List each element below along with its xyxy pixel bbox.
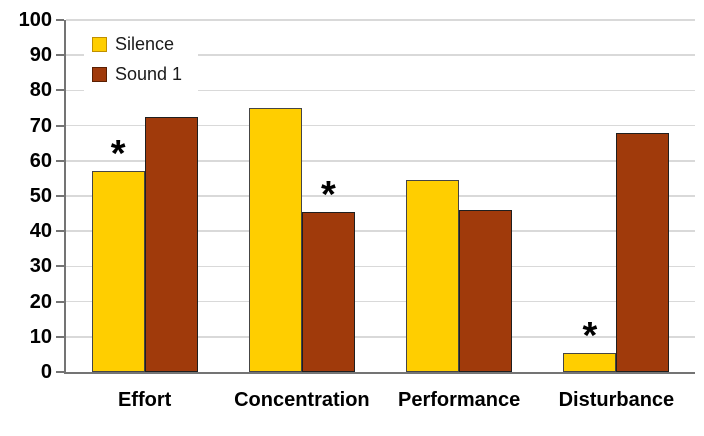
bar-sound-1-concentration bbox=[301, 211, 355, 372]
y-axis-label-100: 100 bbox=[18, 9, 52, 31]
legend-label-silence: Silence bbox=[115, 34, 175, 54]
plot-area: Silence Sound 1 0 10 20 30 40 50 60 70 80 90 100 Ef… bbox=[19, 10, 695, 410]
y-axis-label-0: 0 bbox=[40, 361, 52, 383]
gridline-10 bbox=[66, 336, 695, 338]
legend-item-silence: Silence bbox=[92, 29, 182, 59]
gridline-90 bbox=[66, 54, 695, 56]
y-axis-tick-60 bbox=[56, 159, 64, 162]
significance-asterisk-concentration: * bbox=[320, 173, 336, 216]
legend: Silence Sound 1 bbox=[84, 24, 199, 94]
gridline-70 bbox=[66, 124, 695, 127]
y-axis-label-30: 30 bbox=[29, 255, 52, 278]
bar-silence-effort bbox=[91, 171, 145, 372]
y-axis-label-90: 90 bbox=[29, 44, 52, 67]
bar-silence-performance bbox=[406, 180, 460, 372]
significance-asterisk-effort: * bbox=[110, 133, 126, 176]
bar-silence-disturbance bbox=[563, 352, 617, 372]
bar-sound-1-performance bbox=[459, 210, 513, 372]
category-label-effort: Effort bbox=[117, 389, 172, 411]
gridline-30 bbox=[66, 265, 695, 268]
category-label-disturbance: Disturbance bbox=[558, 389, 675, 411]
legend-item-sound-1: Sound 1 bbox=[92, 59, 182, 89]
legend-swatch-silence-icon bbox=[92, 36, 107, 52]
legend-swatch-sound-1-icon bbox=[92, 66, 107, 82]
gridline-100 bbox=[66, 19, 695, 21]
y-axis-tick-90 bbox=[56, 54, 64, 57]
gridline-20 bbox=[66, 300, 695, 303]
y-axis-tick-100 bbox=[56, 19, 64, 21]
y-axis-tick-40 bbox=[56, 230, 64, 233]
y-axis-label-60: 60 bbox=[29, 149, 52, 172]
y-axis-label-40: 40 bbox=[29, 220, 52, 243]
y-axis-label-20: 20 bbox=[29, 290, 52, 313]
significance-asterisk-disturbance: * bbox=[582, 314, 598, 357]
category-label-performance: Performance bbox=[397, 389, 521, 411]
y-axis-label-80: 80 bbox=[29, 79, 52, 102]
category-label-concentration: Concentration bbox=[234, 389, 370, 411]
bar-sound-1-disturbance bbox=[616, 132, 670, 372]
y-axis-tick-80 bbox=[56, 89, 64, 92]
y-axis-tick-0 bbox=[56, 371, 64, 373]
y-axis-tick-20 bbox=[56, 300, 64, 303]
legend-label-sound-1: Sound 1 bbox=[115, 64, 183, 84]
y-axis-tick-50 bbox=[56, 195, 64, 197]
y-axis-label-50: 50 bbox=[29, 185, 52, 207]
bar-sound-1-effort bbox=[144, 116, 198, 372]
gridline-50 bbox=[66, 195, 695, 197]
y-axis-tick-10 bbox=[56, 335, 64, 338]
gridline-80 bbox=[66, 89, 695, 92]
bar-silence-concentration bbox=[248, 108, 302, 372]
y-axis-label-10: 10 bbox=[29, 325, 52, 348]
gridline-60 bbox=[66, 160, 695, 162]
gridline-40 bbox=[66, 230, 695, 232]
y-axis-label-70: 70 bbox=[29, 114, 52, 137]
y-axis-tick-70 bbox=[56, 124, 64, 127]
y-axis-tick-30 bbox=[56, 265, 64, 268]
